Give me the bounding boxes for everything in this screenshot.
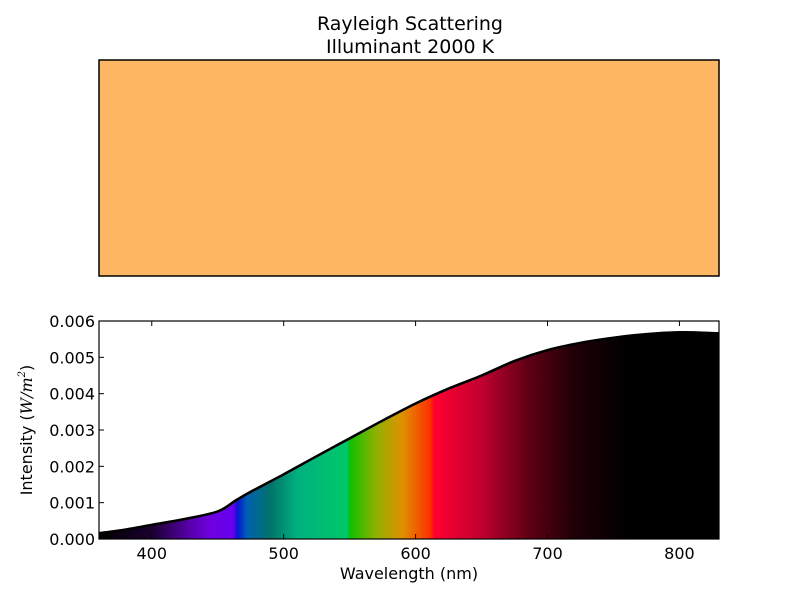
y-tick-label: 0.006 xyxy=(49,312,95,331)
y-tick-label: 0.002 xyxy=(49,457,95,476)
y-axis-ticks: 0.000 0.001 0.002 0.003 0.004 0.005 0.006 xyxy=(49,312,719,549)
y-axis-label-sup: 2 xyxy=(17,371,28,378)
intensity-curve xyxy=(99,330,719,535)
x-axis-ticks: 400 500 600 700 800 xyxy=(136,321,695,563)
y-tick-label: 0.001 xyxy=(49,494,95,513)
y-axis-label: Intensity (W/m2) xyxy=(17,365,36,496)
x-tick-label: 400 xyxy=(136,544,167,563)
x-tick-label: 600 xyxy=(400,544,431,563)
y-tick-label: 0.000 xyxy=(49,530,95,549)
y-tick-label: 0.003 xyxy=(49,421,95,440)
y-tick-label: 0.005 xyxy=(49,348,95,367)
color-swatch xyxy=(98,59,720,277)
y-axis-label-suffix: ) xyxy=(17,365,36,371)
x-tick-label: 700 xyxy=(532,544,563,563)
y-axis-label-math: W/m xyxy=(17,377,36,414)
spectrum-plot: 400 500 600 700 800 0.0000.0010.0020.0030.00… xyxy=(17,312,720,583)
x-tick-label: 800 xyxy=(664,544,695,563)
x-tick-label: 500 xyxy=(268,544,299,563)
y-tick-label: 0.004 xyxy=(49,385,95,404)
chart-subtitle: Illuminant 2000 K xyxy=(326,36,495,58)
spectrum-area xyxy=(99,332,719,539)
y-axis-label-prefix: Intensity ( xyxy=(17,414,36,495)
x-axis-label: Wavelength (nm) xyxy=(340,564,478,583)
chart-title: Rayleigh Scattering xyxy=(317,13,503,35)
